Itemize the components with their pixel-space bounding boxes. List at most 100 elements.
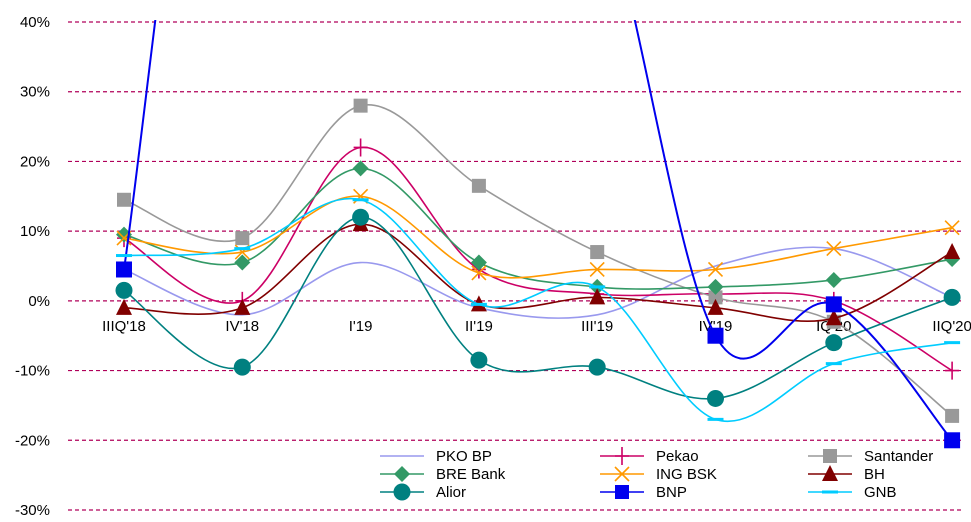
legend-item: BNP <box>600 484 687 501</box>
series-line <box>123 197 953 423</box>
series-line <box>123 216 953 400</box>
x-tick-label: IIIQ'18 <box>102 318 146 335</box>
data-point <box>707 278 724 295</box>
data-point <box>353 138 368 157</box>
data-point <box>353 98 368 113</box>
data-point <box>707 298 724 315</box>
legend-label: ING BSK <box>656 466 717 483</box>
series-santander <box>117 98 960 423</box>
data-point <box>944 432 961 449</box>
data-point <box>117 192 131 207</box>
data-point <box>825 334 843 352</box>
series-line <box>123 146 953 372</box>
x-tick-label: IV'18 <box>225 318 259 335</box>
data-point <box>470 351 488 369</box>
legend-item: BRE Bank <box>380 466 506 483</box>
y-tick-label: 10% <box>20 223 50 240</box>
y-tick-label: -30% <box>15 502 50 517</box>
y-tick-label: -10% <box>15 363 50 380</box>
series-bnp <box>116 20 961 449</box>
series-line <box>123 246 953 319</box>
data-point <box>707 261 724 278</box>
series-line <box>123 223 953 322</box>
legend-label: Santander <box>864 448 933 465</box>
data-point <box>588 358 606 376</box>
legend-marker <box>614 466 630 482</box>
legend-item: Pekao <box>600 447 699 465</box>
series-pko-bp <box>123 246 953 319</box>
legend-marker <box>615 485 629 499</box>
y-tick-label: -20% <box>15 432 50 449</box>
legend-label: BNP <box>656 484 687 501</box>
data-point <box>589 288 606 305</box>
series-line <box>123 20 953 441</box>
x-tick-label: I'19 <box>349 318 373 335</box>
y-tick-label: 0% <box>28 293 50 310</box>
legend-item: PKO BP <box>380 448 492 465</box>
series-line <box>123 104 953 417</box>
legend-marker <box>822 465 838 481</box>
data-point <box>234 298 251 315</box>
data-point <box>234 254 251 271</box>
x-axis-tick-labels: IIIQ'18IV'18I'19II'19III'19IV'19IQ'20IIQ… <box>102 318 971 335</box>
data-point <box>825 296 842 313</box>
y-axis-tick-labels: 40% 30% 20% 10% 0% -10% -20% -30% <box>15 14 50 519</box>
legend-item: ING BSK <box>600 466 717 483</box>
data-point <box>825 271 842 288</box>
data-point <box>825 309 842 326</box>
series-line <box>123 195 953 279</box>
legend-label: PKO BP <box>436 448 492 465</box>
legend-item: GNB <box>808 484 897 501</box>
data-point <box>115 281 133 299</box>
legend-marker <box>823 449 837 463</box>
series-bh <box>116 215 961 326</box>
data-point <box>471 265 487 281</box>
data-point <box>945 361 960 380</box>
data-point <box>590 245 605 260</box>
data-point <box>116 261 132 278</box>
series-line <box>123 167 953 290</box>
data-point <box>589 261 605 278</box>
data-point <box>945 408 960 423</box>
x-tick-label: IV'19 <box>699 318 733 335</box>
legend-label: GNB <box>864 484 897 501</box>
legend-item: Santander <box>808 448 933 465</box>
data-point <box>352 208 370 226</box>
legend-marker <box>393 483 411 501</box>
data-point <box>708 290 723 305</box>
data-point <box>352 160 369 177</box>
data-point <box>235 231 250 246</box>
x-tick-label: III'19 <box>581 318 613 335</box>
data-point <box>233 358 251 376</box>
legend-label: Alior <box>436 484 466 501</box>
legend-label: BRE Bank <box>436 466 506 483</box>
legend-item: Alior <box>380 483 466 501</box>
legend-label: Pekao <box>656 448 699 465</box>
legend-marker <box>615 447 629 465</box>
data-point <box>943 288 961 306</box>
series-alior <box>115 208 961 407</box>
y-tick-label: 30% <box>20 84 50 101</box>
data-point <box>707 389 724 407</box>
x-tick-label: IIQ'20 <box>932 318 971 335</box>
legend: PKO BP Pekao Santander BRE Bank ING BSK BH Ali… <box>380 447 933 501</box>
legend-item: BH <box>808 465 885 483</box>
gridlines <box>68 21 962 511</box>
data-point <box>470 254 487 271</box>
legend-label: BH <box>864 466 885 483</box>
x-tick-label: II'19 <box>465 318 493 335</box>
data-point <box>707 327 724 344</box>
data-point <box>944 220 960 236</box>
data-point <box>944 243 961 260</box>
data-point <box>471 178 486 193</box>
y-tick-label: 40% <box>20 14 50 31</box>
data-point <box>826 241 842 257</box>
series-bre-bank <box>116 160 961 295</box>
legend-marker <box>394 466 410 482</box>
series-gnb <box>116 197 961 423</box>
y-tick-label: 20% <box>20 153 50 170</box>
series-lines <box>115 20 961 449</box>
data-point <box>116 298 132 315</box>
